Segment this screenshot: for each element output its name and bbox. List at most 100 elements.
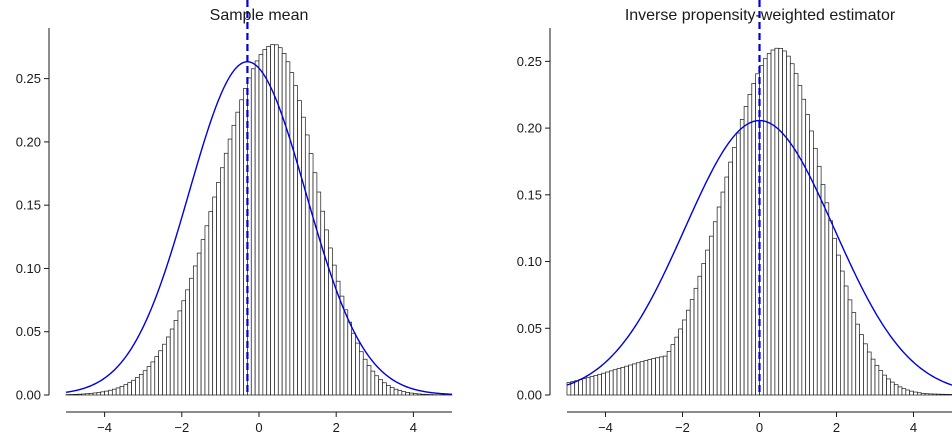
histogram-bar xyxy=(901,388,907,396)
histogram-bar xyxy=(285,61,291,396)
histogram-bar xyxy=(578,379,583,396)
histogram-bar xyxy=(932,393,937,396)
histogram-bar xyxy=(751,83,756,396)
histogram-bar xyxy=(355,342,360,396)
x-tick-label: −2 xyxy=(675,420,690,435)
histogram-bar xyxy=(173,319,179,396)
histogram-bar xyxy=(859,334,864,396)
histogram-bar xyxy=(828,220,833,396)
histogram-bar xyxy=(805,114,810,396)
histogram-bar xyxy=(782,50,787,396)
histogram-bar xyxy=(297,100,302,396)
histogram-bar xyxy=(258,54,264,396)
histogram-bar xyxy=(682,319,687,396)
y-tick-label: 0.15 xyxy=(517,187,542,202)
histogram-bar xyxy=(628,364,633,396)
histogram-bar xyxy=(304,134,310,396)
histogram-bar xyxy=(262,49,268,396)
histogram-bar xyxy=(766,53,772,396)
histogram-bar xyxy=(254,60,260,396)
histogram-bar xyxy=(905,389,910,396)
histogram-bar xyxy=(720,191,726,396)
histogram-bar xyxy=(778,47,783,396)
histogram-bar xyxy=(635,362,641,396)
histogram-bar xyxy=(135,377,140,396)
histogram-bar xyxy=(743,106,749,396)
histogram-bar xyxy=(674,336,679,396)
histogram-bar xyxy=(359,351,364,396)
histogram-bar xyxy=(789,63,795,396)
histogram-bar xyxy=(347,321,352,396)
y-tick-label: 0.20 xyxy=(16,134,41,149)
histogram-bar xyxy=(393,388,399,396)
histogram-bar xyxy=(866,351,872,396)
histogram-bar xyxy=(770,49,776,396)
histogram-bar xyxy=(612,369,618,396)
histogram-bar xyxy=(193,265,198,396)
histogram-bar xyxy=(351,332,356,396)
histogram-bar xyxy=(208,211,214,396)
histogram-bar xyxy=(92,392,98,396)
histogram-bar xyxy=(874,364,880,396)
histogram-bar xyxy=(212,196,217,396)
histogram-bar xyxy=(189,277,194,396)
histogram-bar xyxy=(389,387,395,396)
histogram-bar xyxy=(605,371,610,396)
histogram-bar xyxy=(855,323,860,396)
histogram-bar xyxy=(320,210,325,396)
x-tick-label: 0 xyxy=(756,420,763,435)
histogram-bar xyxy=(736,132,741,396)
histogram-bar xyxy=(643,360,649,396)
histogram-bar xyxy=(382,382,387,396)
histogram-bar xyxy=(69,394,75,396)
histogram-bar xyxy=(589,376,595,396)
histogram-bar xyxy=(239,99,244,396)
histogram-bar xyxy=(111,388,117,396)
chart-title: Sample mean xyxy=(210,7,309,24)
histogram-bar xyxy=(712,221,718,396)
histogram-bar xyxy=(266,45,271,396)
histogram-bar xyxy=(601,372,606,396)
histogram-bar xyxy=(747,94,753,396)
histogram-bar xyxy=(843,285,849,396)
panel-sample-mean: 0.00 0.05 0.10 0.15 0.20 0.25 −4 −2 0 2 4 Sample m… xyxy=(16,0,453,435)
histogram-bar xyxy=(220,167,225,396)
histogram-bar xyxy=(312,172,318,396)
y-tick-label: 0.20 xyxy=(517,121,542,136)
histogram-bar xyxy=(670,344,676,396)
histogram-bar xyxy=(409,392,414,396)
histogram-bar xyxy=(362,358,368,396)
x-tick-label: −4 xyxy=(598,420,613,435)
histogram-bar xyxy=(678,328,683,396)
histogram-bar xyxy=(227,138,233,396)
histogram-bar xyxy=(632,363,637,396)
histogram-bar xyxy=(936,393,941,396)
y-tick-label: 0.05 xyxy=(517,321,542,336)
histogram-bar xyxy=(701,263,706,396)
histogram-bar xyxy=(424,394,430,396)
histogram-bar xyxy=(793,73,799,396)
histogram-bar xyxy=(119,386,125,396)
histogram-bar xyxy=(185,289,190,396)
y-tick-label: 0.00 xyxy=(16,388,41,403)
histogram-bar xyxy=(196,252,202,396)
normal-curve-group xyxy=(566,119,952,386)
histogram-bar xyxy=(890,381,895,396)
histogram-bar xyxy=(401,391,407,396)
x-tick-label: −2 xyxy=(174,420,189,435)
histogram-bar xyxy=(177,310,183,396)
histogram-bar xyxy=(420,393,426,396)
y-tick-label: 0.10 xyxy=(16,261,41,276)
histogram-bar xyxy=(943,393,949,396)
axes: 0.00 0.05 0.10 0.15 0.20 0.25 −4 −2 0 2 4 xyxy=(16,28,452,435)
histogram-bar xyxy=(724,176,730,396)
histogram-bar xyxy=(886,378,891,396)
histogram-bar xyxy=(366,365,372,396)
histogram-bar xyxy=(223,152,229,396)
axes: 0.00 0.05 0.10 0.15 0.20 0.25 −4 −2 0 2 4 xyxy=(517,28,952,435)
histogram-bar xyxy=(659,356,664,396)
histogram-bar xyxy=(374,375,380,396)
histogram-bar xyxy=(947,394,952,396)
y-tick-label: 0.00 xyxy=(517,388,542,403)
histogram-bar xyxy=(378,379,383,396)
